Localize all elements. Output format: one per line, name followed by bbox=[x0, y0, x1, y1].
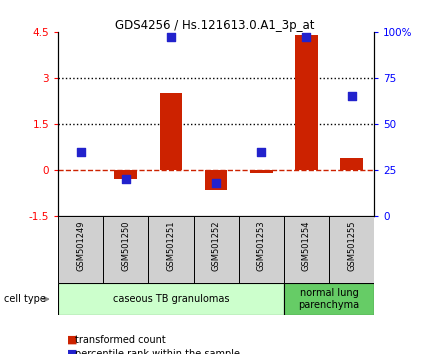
Bar bbox=[148, 216, 194, 283]
Text: ■: ■ bbox=[67, 349, 77, 354]
Bar bbox=[295, 35, 318, 170]
Text: GSM501251: GSM501251 bbox=[166, 221, 175, 271]
Text: caseous TB granulomas: caseous TB granulomas bbox=[113, 294, 229, 304]
Text: cell type: cell type bbox=[4, 294, 46, 304]
Bar bbox=[340, 158, 363, 170]
Bar bbox=[205, 170, 227, 190]
Point bbox=[258, 149, 265, 154]
Bar bbox=[58, 283, 284, 315]
Bar bbox=[250, 170, 273, 173]
Point bbox=[168, 35, 175, 40]
Bar bbox=[160, 93, 182, 170]
Text: GSM501249: GSM501249 bbox=[76, 221, 85, 271]
Point bbox=[77, 149, 84, 154]
Text: GDS4256 / Hs.121613.0.A1_3p_at: GDS4256 / Hs.121613.0.A1_3p_at bbox=[115, 19, 315, 33]
Text: GSM501250: GSM501250 bbox=[121, 221, 130, 271]
Text: GSM501253: GSM501253 bbox=[257, 221, 266, 271]
Text: GSM501254: GSM501254 bbox=[302, 221, 311, 271]
Text: GSM501252: GSM501252 bbox=[212, 221, 221, 271]
Bar bbox=[329, 216, 374, 283]
Point bbox=[348, 93, 355, 99]
Bar bbox=[284, 283, 374, 315]
Text: ■: ■ bbox=[67, 335, 77, 345]
Bar bbox=[103, 216, 148, 283]
Text: percentile rank within the sample: percentile rank within the sample bbox=[75, 349, 240, 354]
Point bbox=[303, 35, 310, 40]
Point bbox=[212, 180, 219, 185]
Point bbox=[122, 176, 129, 182]
Bar bbox=[284, 216, 329, 283]
Bar bbox=[114, 170, 137, 179]
Text: GSM501255: GSM501255 bbox=[347, 221, 356, 271]
Text: transformed count: transformed count bbox=[75, 335, 166, 345]
FancyArrowPatch shape bbox=[43, 297, 48, 301]
Bar bbox=[239, 216, 284, 283]
Bar bbox=[58, 216, 103, 283]
Bar bbox=[194, 216, 239, 283]
Text: normal lung
parenchyma: normal lung parenchyma bbox=[298, 288, 359, 310]
